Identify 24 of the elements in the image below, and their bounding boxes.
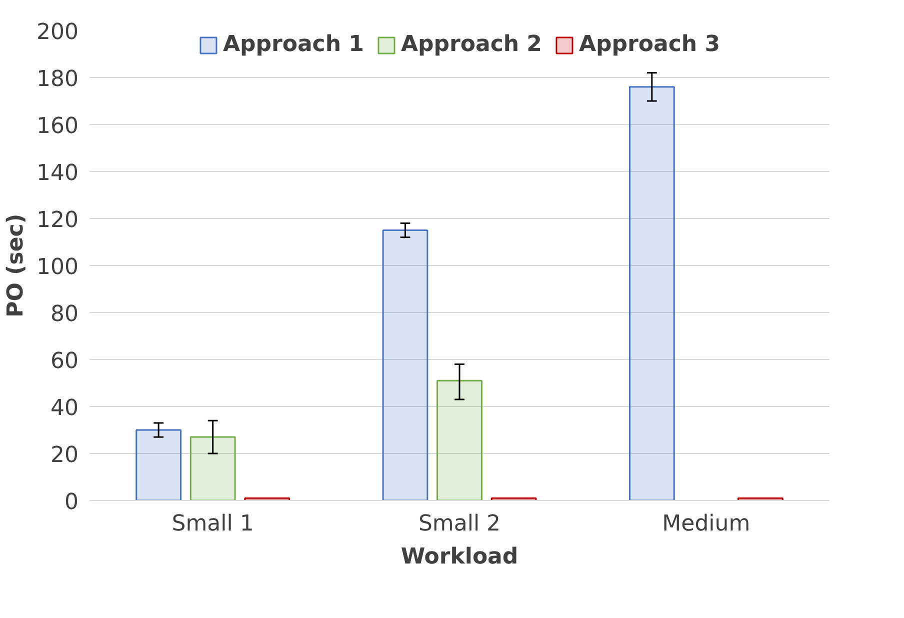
y-tick-label: 200 [36, 20, 79, 45]
y-tick-label: 0 [64, 490, 79, 515]
bar [382, 230, 428, 500]
x-tick-label: Small 1 [172, 512, 254, 536]
x-axis-title: Workload [400, 544, 518, 570]
x-tick-label: Small 2 [418, 512, 501, 536]
legend-label: Approach 3 [579, 32, 720, 57]
y-tick-label: 20 [50, 443, 79, 468]
y-tick-label: 60 [50, 349, 79, 374]
y-tick-label: 100 [36, 255, 79, 280]
y-tick-label: 40 [50, 396, 79, 421]
y-tick-label: 80 [50, 302, 79, 327]
legend-label: Approach 2 [400, 32, 542, 57]
legend-label: Approach 1 [222, 32, 364, 57]
x-tick-label: Medium [662, 512, 750, 536]
bar [136, 429, 182, 500]
y-axis-title: PO (sec) [4, 214, 29, 318]
y-tick-label: 120 [36, 208, 79, 233]
bar [628, 86, 675, 500]
y-tick-label: 160 [36, 114, 79, 139]
bar [190, 436, 236, 500]
bar [436, 380, 482, 500]
y-tick-label: 180 [36, 67, 79, 92]
y-tick-label: 140 [36, 161, 79, 186]
